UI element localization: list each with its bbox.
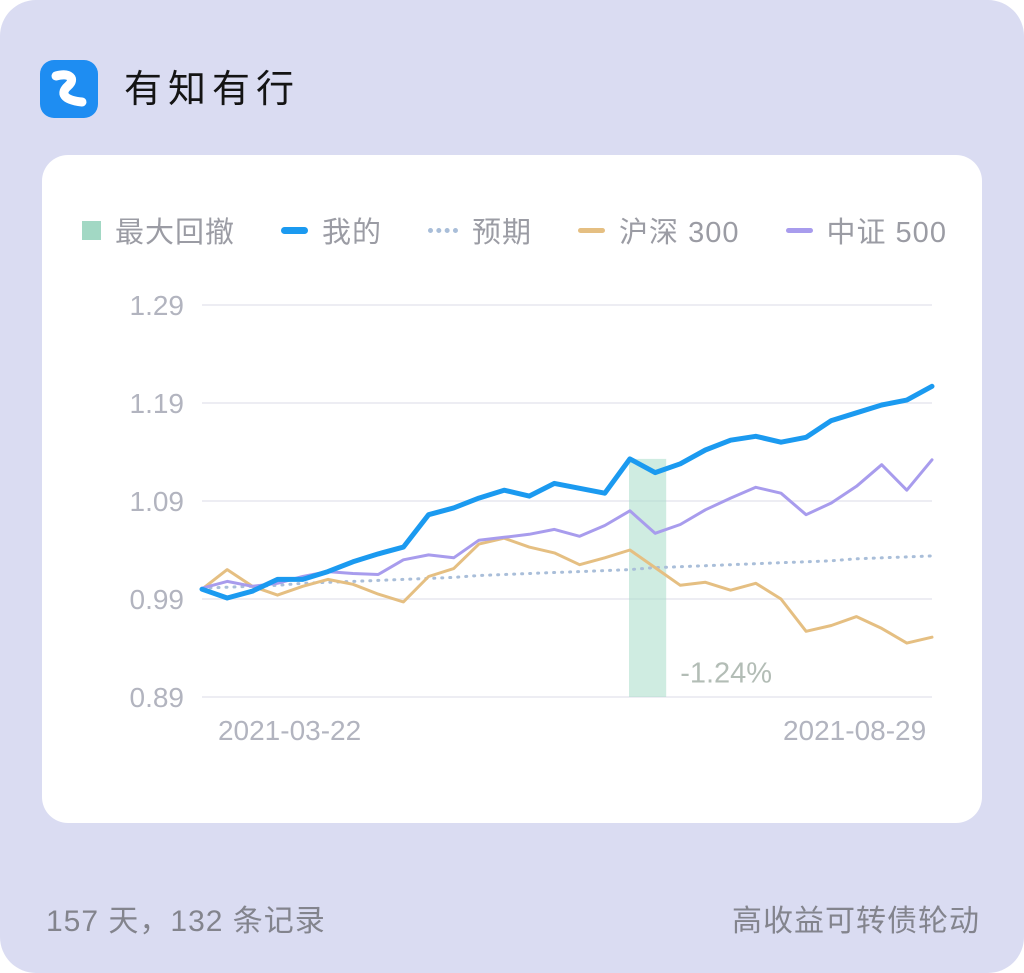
- series-line: [200, 554, 934, 590]
- record-count-text: 157 天，132 条记录: [46, 905, 326, 938]
- y-axis-tick-label: 0.99: [130, 584, 185, 615]
- legend-label: 沪深 300: [619, 217, 740, 249]
- y-axis-tick-label: 1.29: [130, 290, 185, 321]
- csi300-line-marker: [578, 227, 606, 233]
- chart-card: 最大回撤 我的 预期 沪深 300 中证 500 1.29 1.19 1.09 0.9…: [42, 155, 982, 823]
- drawdown-percent-label: -1.24%: [680, 657, 772, 689]
- chart-legend: 最大回撤 我的 预期 沪深 300 中证 500: [82, 209, 947, 251]
- y-axis-tick-label: 1.09: [130, 486, 185, 517]
- legend-item-mine[interactable]: 我的: [281, 209, 382, 251]
- performance-line-chart: 1.29 1.19 1.09 0.99 0.89 -1.24% 2021-03-22 2021…: [130, 290, 935, 746]
- legend-item-csi300[interactable]: 沪深 300: [578, 209, 739, 251]
- series-line: [200, 536, 934, 645]
- csi500-line-marker: [785, 227, 813, 233]
- legend-item-csi500[interactable]: 中证 500: [785, 209, 947, 251]
- mine-line-marker: [281, 226, 309, 234]
- y-axis-tick-label: 0.89: [130, 682, 185, 713]
- strategy-name-text: 高收益可转债轮动: [732, 905, 980, 938]
- legend-label: 中证 500: [826, 217, 947, 249]
- max-drawdown-band: [629, 458, 667, 697]
- legend-item-expected[interactable]: 预期: [428, 209, 532, 251]
- legend-item-max-drawdown[interactable]: 最大回撤: [82, 209, 235, 251]
- series-line: [199, 383, 935, 601]
- y-axis-tick-label: 1.19: [130, 388, 185, 419]
- x-axis-date-label: 2021-03-22: [218, 715, 361, 746]
- expected-line-marker: [428, 227, 459, 233]
- x-axis-date-label: 2021-08-29: [783, 715, 926, 746]
- legend-label: 我的: [322, 217, 383, 249]
- legend-label: 预期: [472, 217, 533, 249]
- series-line: [200, 458, 934, 590]
- app-logo-icon: [40, 60, 98, 118]
- drawdown-marker: [82, 220, 101, 240]
- app-title: 有知有行: [124, 67, 301, 111]
- legend-label: 最大回撤: [115, 217, 236, 249]
- app-header: 有知有行: [40, 60, 300, 118]
